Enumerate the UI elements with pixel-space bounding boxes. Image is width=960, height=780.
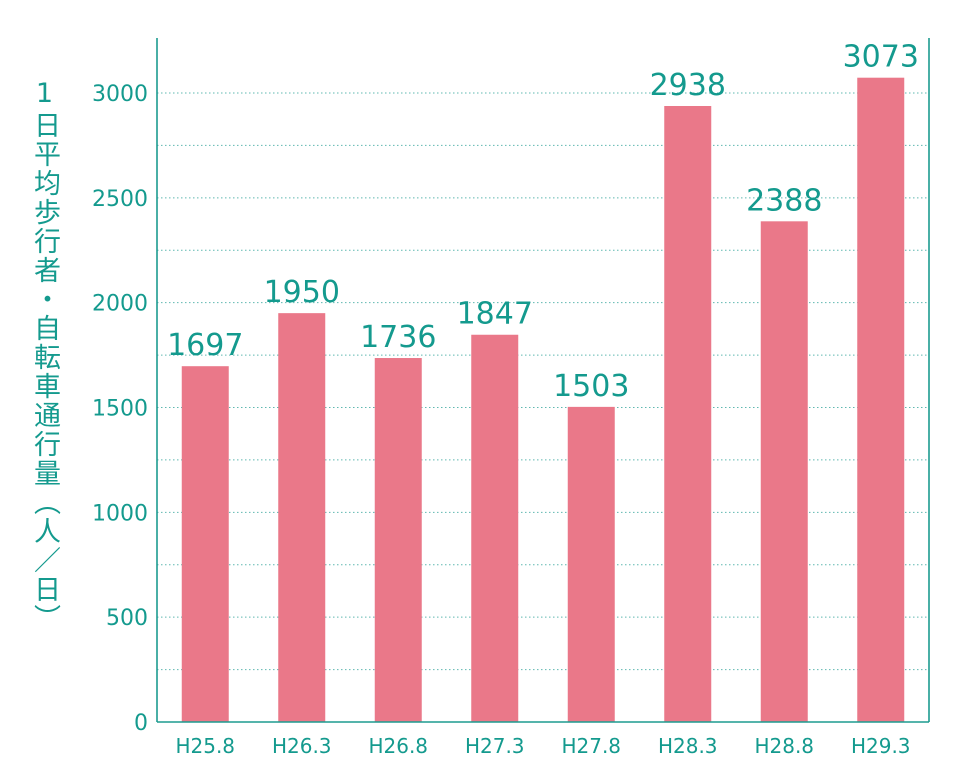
x-tick-label: H26.3 [272,734,332,758]
bar [278,313,326,722]
bar [567,406,615,722]
bar [374,358,422,722]
data-label: 2938 [650,68,726,103]
data-label: 1697 [167,328,243,363]
axes [156,38,930,723]
data-label: 1847 [457,297,533,332]
y-tick-label: 1000 [92,501,148,526]
data-labels: 1697 1950 1736 1847 1503 2938 2388 3073 [167,40,919,404]
bar [760,221,808,723]
x-tick-label: H28.8 [754,734,814,758]
y-axis-label: 1日平均歩行者・自転車通行量（人／日） [29,78,60,633]
y-tick-label: 0 [134,711,148,736]
data-label: 2388 [746,183,822,218]
bar [664,105,712,723]
y-tick-label: 500 [106,606,148,631]
data-label: 3073 [843,40,919,75]
data-label: 1950 [264,275,340,310]
y-axis-ticks: 0 500 1000 1500 2000 2500 3000 [92,82,148,736]
y-tick-label: 3000 [92,82,148,107]
grid-lines [157,92,929,671]
bar [471,334,519,722]
data-label: 1503 [553,369,629,404]
bar [857,77,905,722]
bar [181,366,229,722]
x-tick-label: H25.8 [175,734,235,758]
data-label: 1736 [360,320,436,355]
bar-series [181,77,905,723]
y-tick-label: 2500 [92,187,148,212]
x-tick-label: H26.8 [368,734,428,758]
x-tick-label: H27.3 [465,734,525,758]
x-tick-label: H29.3 [851,734,911,758]
x-tick-label: H27.8 [561,734,621,758]
x-tick-label: H28.3 [658,734,718,758]
y-tick-label: 1500 [92,397,148,422]
x-axis-ticks: H25.8 H26.3 H26.8 H27.3 H27.8 H28.3 H28.8 H29.3 [175,734,910,758]
y-tick-label: 2000 [92,292,148,317]
